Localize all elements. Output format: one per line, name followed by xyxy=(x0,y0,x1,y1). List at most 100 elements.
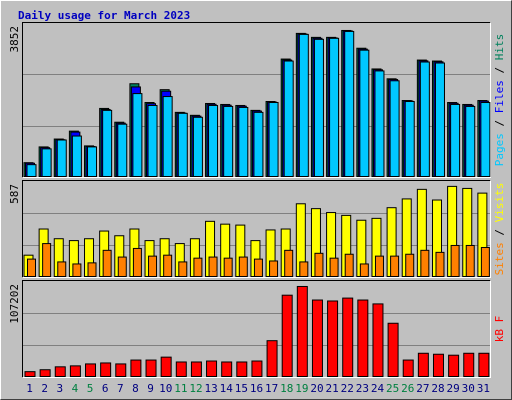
bar xyxy=(102,109,113,177)
bar xyxy=(160,356,172,377)
bar xyxy=(329,37,340,177)
y-tick-label: 3852 xyxy=(8,26,21,53)
legend-separator: / xyxy=(493,60,506,80)
bar xyxy=(465,105,476,177)
bar xyxy=(450,103,461,177)
bar xyxy=(389,80,400,177)
x-tick-label: 7 xyxy=(117,382,124,395)
bar xyxy=(177,112,188,177)
bar xyxy=(72,263,82,277)
x-tick-label: 27 xyxy=(416,382,429,395)
bar xyxy=(419,61,430,178)
bar xyxy=(465,244,475,278)
plot-border-light xyxy=(22,280,491,378)
bar xyxy=(223,257,233,277)
bar xyxy=(283,60,294,177)
x-tick-label: 8 xyxy=(132,382,139,395)
bar xyxy=(266,340,278,377)
bar xyxy=(117,123,128,177)
bar xyxy=(253,111,264,177)
x-tick-label: 5 xyxy=(87,382,94,395)
bar xyxy=(115,363,127,377)
bar xyxy=(344,30,355,178)
plot-border-light xyxy=(22,180,491,278)
bar xyxy=(404,101,415,177)
x-tick-label: 10 xyxy=(159,382,172,395)
bar xyxy=(24,371,36,377)
legend: Pages / Files / Hits xyxy=(493,34,506,167)
bar xyxy=(54,366,66,377)
bar xyxy=(299,261,309,278)
bar xyxy=(434,62,445,177)
bar xyxy=(281,294,293,377)
bar xyxy=(162,96,173,177)
bar xyxy=(132,93,143,177)
bar xyxy=(175,361,187,377)
x-tick-label: 24 xyxy=(371,382,385,395)
legend-entry: Files xyxy=(493,80,506,113)
bar xyxy=(253,258,263,277)
bar xyxy=(132,247,142,277)
x-tick-label: 29 xyxy=(447,382,460,395)
bar xyxy=(85,363,97,377)
bar xyxy=(357,299,369,377)
legend-entry: kB F xyxy=(493,316,506,343)
bar xyxy=(147,104,158,177)
bar xyxy=(145,359,157,377)
bar xyxy=(56,139,67,178)
bar xyxy=(478,352,490,377)
bar xyxy=(327,300,339,378)
bar xyxy=(372,303,384,378)
bar xyxy=(69,365,81,377)
bar xyxy=(450,244,460,278)
bar xyxy=(435,251,445,277)
bar xyxy=(268,102,279,177)
bar xyxy=(374,70,385,177)
bar xyxy=(208,256,218,277)
x-tick-label: 23 xyxy=(356,382,369,395)
bar xyxy=(238,256,248,277)
bar xyxy=(344,253,354,277)
x-tick-label: 1 xyxy=(26,382,33,395)
x-tick-label: 21 xyxy=(326,382,339,395)
x-tick-label: 25 xyxy=(386,382,399,395)
bar xyxy=(432,353,444,377)
bar xyxy=(390,255,400,277)
legend-separator: / xyxy=(493,222,506,242)
x-tick-label: 17 xyxy=(265,382,278,395)
bar xyxy=(359,49,370,178)
x-tick-label: 13 xyxy=(204,382,217,395)
bar xyxy=(26,164,37,177)
bar xyxy=(298,33,309,177)
bar xyxy=(420,249,430,277)
legend: kB F xyxy=(493,316,506,343)
bar xyxy=(405,253,415,277)
bar xyxy=(448,354,460,377)
bar xyxy=(374,255,384,277)
bar xyxy=(342,297,354,377)
bar xyxy=(193,257,203,277)
bar xyxy=(163,254,173,278)
bar xyxy=(39,369,51,377)
bar xyxy=(102,249,112,277)
plot-border-light xyxy=(22,22,491,178)
bar xyxy=(251,360,263,377)
legend-entry: Hits xyxy=(493,34,506,61)
plot-border-dark xyxy=(22,22,491,178)
x-tick-label: 31 xyxy=(477,382,490,395)
bar xyxy=(148,255,158,277)
x-tick-label: 12 xyxy=(189,382,202,395)
chart-title: Daily usage for March 2023 xyxy=(18,9,190,22)
bar xyxy=(87,146,98,177)
plot-border-dark xyxy=(22,280,491,378)
x-tick-label: 9 xyxy=(147,382,154,395)
bar xyxy=(284,249,294,277)
bar xyxy=(359,263,369,277)
bar xyxy=(178,261,188,278)
bar xyxy=(190,361,202,377)
bar xyxy=(329,257,339,277)
x-tick-label: 3 xyxy=(57,382,64,395)
bar xyxy=(71,135,82,177)
